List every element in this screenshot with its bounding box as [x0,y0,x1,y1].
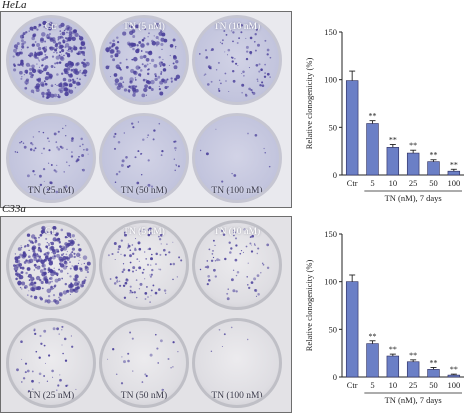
hela-plates-panel: Ctr TN (5 nM) TN (10 nM) TN (25 nM) TN (50 n… [0,11,292,208]
bar-100 [447,170,461,176]
x-tick-label: 100 [447,178,460,188]
plate-label: TN (25 nM) [27,391,75,401]
plate-label: TN (50 nM) [120,186,168,196]
colony-dots [107,331,179,392]
c33a-plates-panel: Ctr TN (5 nM) TN (10 nM) TN (25 nM) TN (50 n… [0,216,292,413]
significance-mark: ** [430,358,438,367]
plate-c33a-2: TN (10 nM) [192,220,282,310]
plate-hela-5: TN (100 nM) [192,113,282,203]
plate-label: TN (100 nM) [211,186,263,196]
x-axis-label: TN (nM), 7 days [385,193,442,203]
y-tick-label: 50 [329,324,338,334]
y-tick-label: 100 [324,75,337,85]
plate-hela-4: TN (50 nM) [99,113,189,203]
x-tick-label: 50 [429,380,438,390]
colony-dots [198,23,272,97]
bar-10 [386,147,400,176]
c33a-label: C33a [2,203,26,215]
x-tick-label: 5 [370,178,374,188]
colony-dots [199,128,271,192]
colony-dots [113,121,180,188]
plate-label: TN (5 nM) [123,22,165,32]
y-tick-label: 0 [333,170,337,180]
plate-hela-1: TN (5 nM) [99,15,189,105]
bar-25 [406,361,420,378]
plate-hela-0: Ctr [6,15,96,105]
plate-label: TN (50 nM) [120,391,168,401]
x-tick-label: 25 [409,380,418,390]
plate-label: TN (25 nM) [27,186,75,196]
colony-dots [12,20,90,100]
bar-25 [406,152,420,176]
plate-label: TN (10 nM) [213,22,261,32]
x-tick-label: Ctr [347,380,358,390]
y-tick-label: 150 [324,27,337,37]
y-tick-label: 50 [329,122,338,132]
y-tick-label: 150 [324,229,337,239]
significance-mark: ** [450,160,458,169]
colony-dots [199,228,270,301]
y-tick-label: 100 [324,277,337,287]
plate-hela-2: TN (10 nM) [192,15,282,105]
bar-5 [366,343,379,378]
colony-dots [107,227,183,303]
bar-5 [366,123,379,176]
significance-mark: ** [409,351,417,360]
plate-label: TN (10 nM) [213,227,261,237]
significance-mark: ** [369,112,377,121]
plate-c33a-5: TN (100 nM) [192,318,282,408]
x-tick-label: 5 [370,380,374,390]
hela-label: HeLa [2,0,27,11]
colony-dots [210,326,249,353]
colony-dots [105,22,181,98]
y-tick-label: 0 [333,372,337,382]
x-tick-label: Ctr [347,178,358,188]
significance-mark: ** [450,365,458,374]
colony-dots [14,125,89,194]
plate-label: TN (100 nM) [211,391,263,401]
colony-dots [13,225,91,305]
significance-mark: ** [409,141,417,150]
bar-10 [386,355,400,378]
significance-mark: ** [389,135,397,144]
bar-Ctr [345,281,359,378]
bar-Ctr [345,80,359,176]
plate-c33a-3: TN (25 nM) [6,318,96,408]
plate-c33a-0: Ctr [6,220,96,310]
bar-50 [427,161,440,176]
plate-label: Ctr [44,227,58,237]
plate-label: TN (5 nM) [123,227,165,237]
significance-mark: ** [369,332,377,341]
bar-50 [427,369,440,378]
c33a-clonogenicity-chart: 0 50 100 150 Relative clonogenicity (%) Ctr **… [298,222,470,417]
x-tick-label: 100 [447,380,460,390]
plate-c33a-1: TN (5 nM) [99,220,189,310]
hela-clonogenicity-chart: 0 50 100 150 Relative clonogenicity (%) Ctr **… [298,20,470,215]
colony-dots [16,325,77,393]
y-axis-label: Relative clonogenicity (%) [304,260,314,352]
bar-100 [447,374,461,378]
significance-mark: ** [430,151,438,160]
plate-label: Ctr [44,22,58,32]
plate-hela-3: TN (25 nM) [6,113,96,203]
x-tick-label: 50 [429,178,438,188]
x-tick-label: 10 [389,380,398,390]
x-tick-label: 25 [409,178,418,188]
x-tick-label: 10 [389,178,398,188]
x-axis-label: TN (nM), 7 days [385,395,442,405]
plate-c33a-4: TN (50 nM) [99,318,189,408]
y-axis-label: Relative clonogenicity (%) [304,58,314,150]
significance-mark: ** [389,345,397,354]
